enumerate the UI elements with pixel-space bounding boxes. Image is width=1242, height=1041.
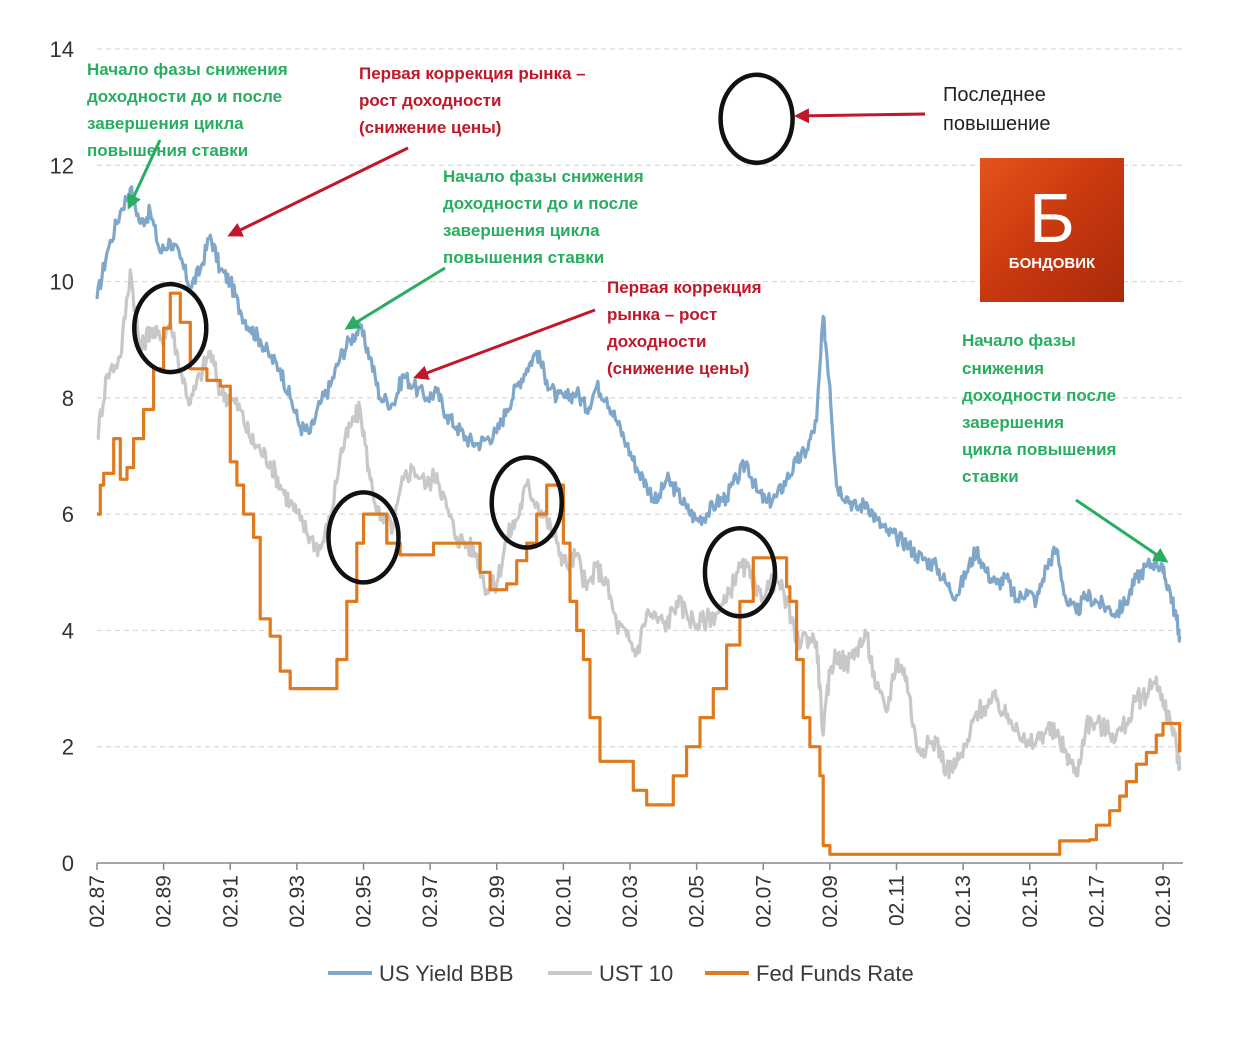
red-arrow-1	[227, 146, 409, 237]
gridlines	[97, 48, 1183, 748]
annotation-line: доходности после	[962, 386, 1116, 405]
x-tick-label: 02.97	[419, 875, 442, 928]
series-line-ust-10	[96, 268, 1182, 780]
annotation-green-1: Начало фазы снижения доходности до и пос…	[87, 60, 288, 160]
annotation-line: снижения	[962, 359, 1044, 378]
highlight-circle	[702, 526, 778, 619]
y-tick-label: 0	[62, 851, 74, 876]
annotation-line: завершения цикла	[87, 114, 244, 133]
annotation-line: рынка – рост	[607, 305, 717, 324]
annotation-arrows	[127, 108, 1169, 563]
x-tick-label: 02.11	[886, 875, 909, 926]
annotation-line: Начало фазы	[962, 331, 1076, 350]
legend-label-bbb: US Yield BBB	[379, 961, 514, 986]
green-arrow-3	[1075, 498, 1169, 563]
annotation-line: Первая коррекция рынка –	[359, 64, 586, 83]
x-tick-label: 02.95	[353, 875, 376, 928]
annotation-line: (снижение цены)	[607, 359, 749, 378]
annotation-line: повышения ставки	[443, 248, 604, 267]
y-tick-label: 8	[62, 386, 74, 411]
annotation-green-3: Начало фазы снижения доходности после за…	[962, 331, 1116, 486]
x-tick-label: 02.89	[153, 875, 176, 928]
annotation-line: Начало фазы снижения	[443, 167, 644, 186]
x-tick-label: 02.93	[286, 875, 309, 928]
highlight-circle	[326, 490, 401, 585]
x-tick-label: 02.03	[619, 875, 642, 928]
annotation-red-1: Первая коррекция рынка – рост доходности…	[359, 64, 586, 137]
highlight-circles	[132, 72, 795, 619]
annotation-last-hike: Последнее повышение	[943, 84, 1050, 135]
red-arrow-2	[413, 308, 596, 380]
annotation-red-2: Первая коррекция рынка – рост доходности…	[607, 278, 762, 378]
y-tick-label: 14	[50, 37, 74, 62]
x-tick-label: 02.05	[686, 875, 709, 928]
annotation-line: ставки	[962, 467, 1019, 486]
highlight-circle	[718, 72, 795, 166]
x-tick-label: 02.01	[552, 875, 575, 928]
series-line-fed-funds-rate	[97, 291, 1182, 856]
y-tick-label: 12	[50, 153, 74, 178]
x-tick-label: 02.13	[952, 875, 975, 928]
legend: US Yield BBB UST 10 Fed Funds Rate	[328, 961, 914, 986]
bondovik-logo: Б БОНДОВИК	[980, 158, 1124, 302]
y-tick-label: 6	[62, 502, 74, 527]
annotation-line: Начало фазы снижения	[87, 60, 288, 79]
annotation-line: завершения цикла	[443, 221, 600, 240]
x-tick-label: 02.17	[1085, 875, 1108, 928]
series-lines	[95, 185, 1182, 856]
logo-background	[980, 158, 1124, 302]
highlight-circle	[489, 455, 564, 550]
annotation-green-2: Начало фазы снижения доходности до и пос…	[443, 167, 644, 267]
annotation-line: доходности до и после	[87, 87, 282, 106]
legend-label-ust10: UST 10	[599, 961, 673, 986]
annotation-line: завершения	[962, 413, 1064, 432]
annotation-line: (снижение цены)	[359, 118, 501, 137]
red-arrow-3	[794, 108, 926, 124]
highlight-circle	[132, 281, 209, 375]
logo-word: БОНДОВИК	[1009, 255, 1096, 272]
y-tick-label: 10	[50, 270, 74, 295]
series-line-us-yield-bbb	[95, 185, 1182, 643]
x-tick-label: 02.91	[219, 875, 242, 928]
annotation-line: доходности до и после	[443, 194, 638, 213]
annotation-line: цикла повышения	[962, 440, 1116, 459]
x-tick-label: 02.19	[1152, 875, 1175, 928]
x-tick-label: 02.87	[86, 875, 109, 928]
annotation-line: повышения ставки	[87, 141, 248, 160]
x-tick-label: 02.09	[819, 875, 842, 928]
annotation-line: Первая коррекция	[607, 278, 762, 297]
logo-letter: Б	[1029, 179, 1075, 257]
y-tick-label: 4	[62, 618, 74, 643]
x-tick-label: 02.99	[486, 875, 509, 928]
annotation-line: рост доходности	[359, 91, 501, 110]
y-tick-label: 2	[62, 735, 74, 760]
annotation-line: повышение	[943, 113, 1050, 135]
annotation-line: доходности	[607, 332, 706, 351]
legend-label-fed: Fed Funds Rate	[756, 961, 914, 986]
green-arrow-1	[127, 139, 162, 210]
green-arrow-2	[344, 266, 446, 330]
x-axis: 02.87 02.89 02.91 02.93 02.95 02.97 02.99 02.01…	[86, 862, 1183, 928]
x-tick-label: 02.07	[752, 875, 775, 928]
y-axis: 0 2 4 6 8 10 12 14	[50, 37, 74, 876]
x-tick-label: 02.15	[1019, 875, 1042, 928]
annotation-line: Последнее	[943, 84, 1046, 106]
